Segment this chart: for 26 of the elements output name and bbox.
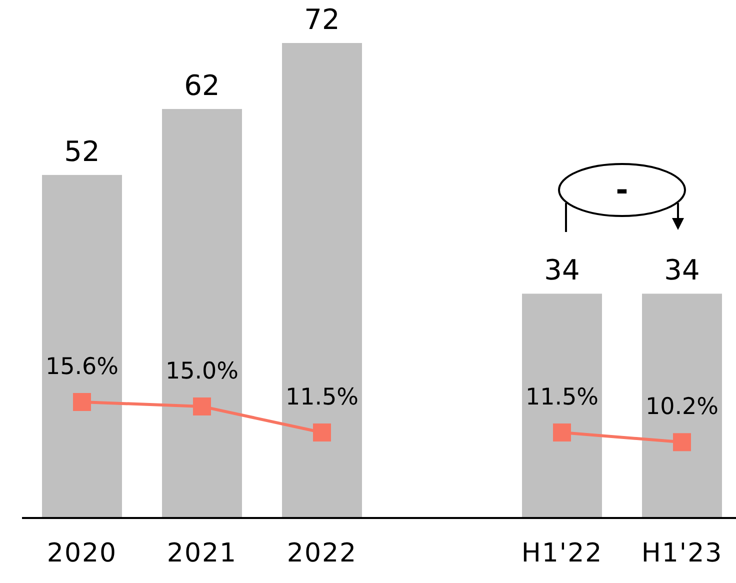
x-tick-label: H1'23 (641, 538, 723, 568)
bar (522, 294, 602, 518)
annotation: - (616, 173, 628, 208)
data-label: 15.6% (45, 354, 119, 380)
bar (42, 174, 122, 518)
bar (642, 294, 722, 518)
data-label: 52 (64, 134, 100, 168)
point (73, 393, 91, 411)
x-tick-label: 2021 (166, 538, 238, 568)
data-label: 34 (544, 254, 580, 287)
point (193, 397, 211, 416)
x-tick-label: H1'22 (521, 538, 603, 568)
x-tick-label: 2020 (46, 538, 118, 568)
data-label: 15.0% (165, 358, 239, 384)
data-label: 11.5% (525, 384, 599, 410)
data-label: 10.2% (645, 394, 719, 420)
data-label: 62 (184, 68, 220, 102)
x-tick-label: 2022 (286, 538, 358, 568)
data-label: 11.5% (285, 384, 359, 410)
bar (282, 43, 362, 518)
bar (162, 108, 242, 518)
data-label: 72 (304, 3, 340, 36)
point (673, 433, 691, 452)
point (553, 423, 571, 442)
point (313, 423, 331, 442)
data-label: 34 (664, 254, 700, 287)
